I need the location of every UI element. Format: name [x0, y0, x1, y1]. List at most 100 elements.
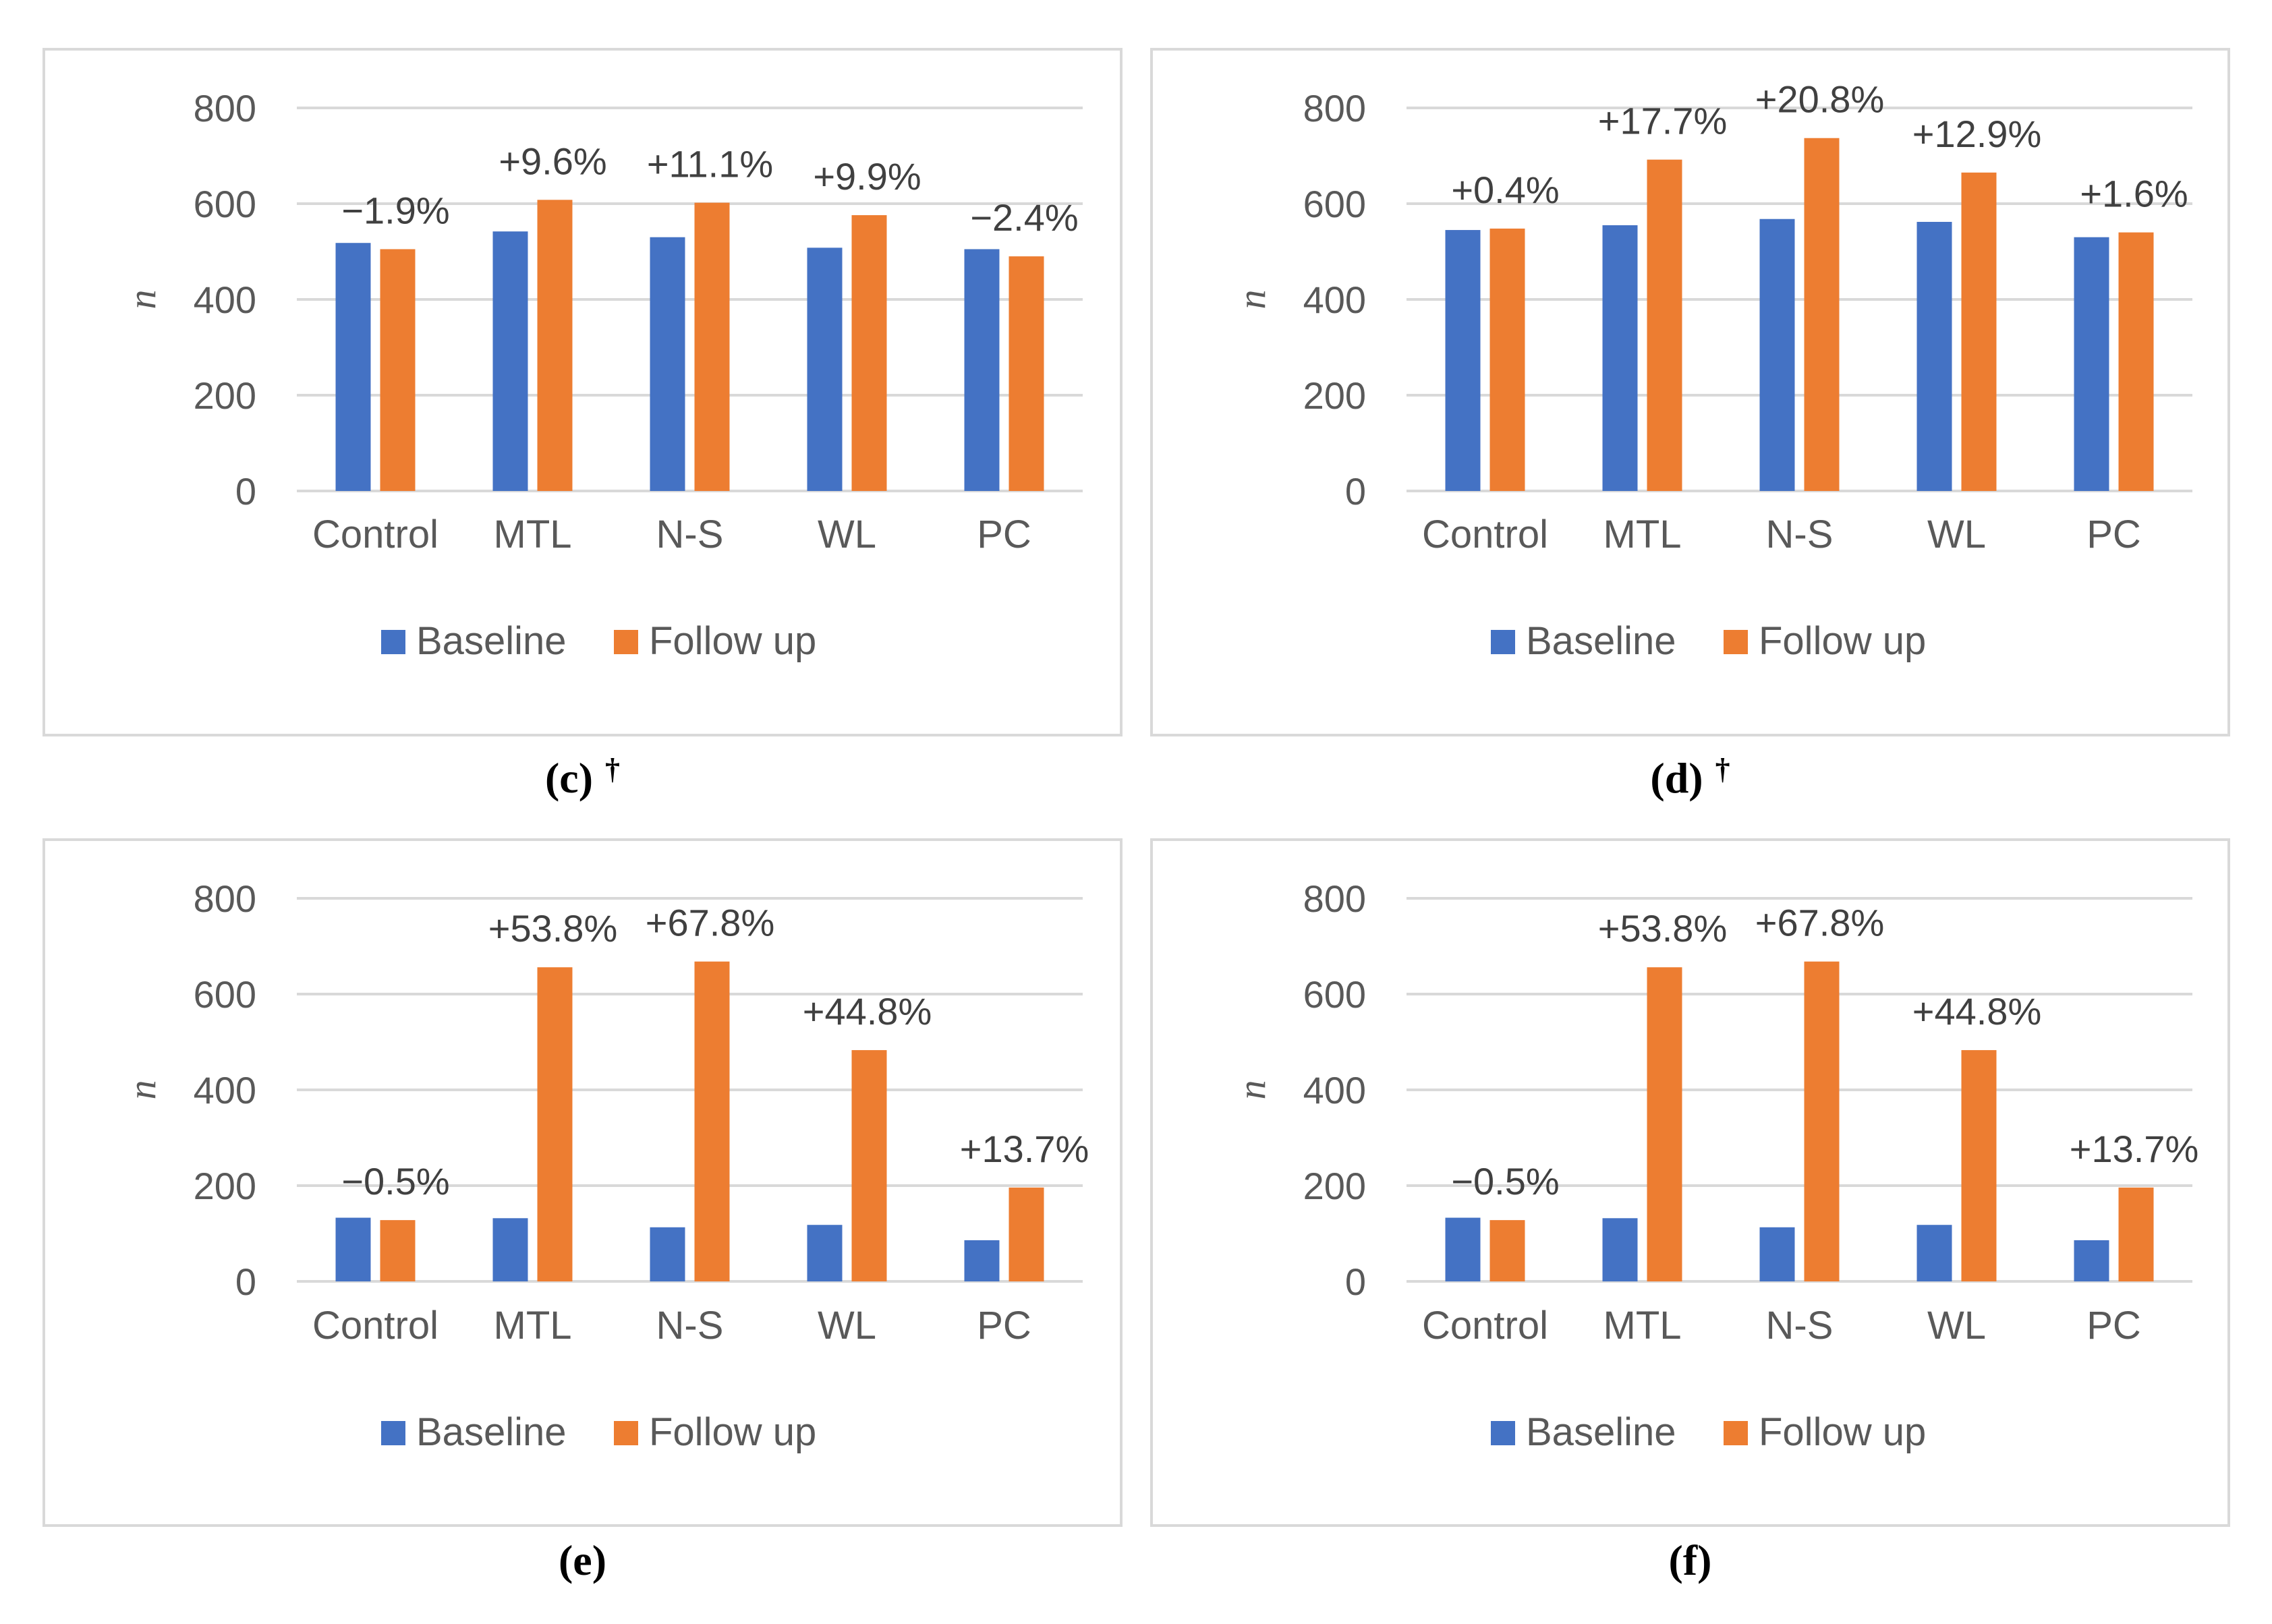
- y-tick-label: 600: [194, 973, 256, 1016]
- panel-caption-label: (e): [559, 1536, 606, 1584]
- panel-caption-label: (d): [1650, 754, 1703, 802]
- bar-followup-mtl: [1647, 159, 1682, 491]
- bar-baseline-mtl: [1602, 225, 1638, 491]
- legend-label: Follow up: [649, 619, 816, 663]
- data-label-percent: +1.6%: [2080, 173, 2188, 215]
- data-label-percent: +44.8%: [1912, 990, 2042, 1033]
- data-label-percent: −0.5%: [341, 1160, 449, 1202]
- y-tick-label: 200: [1303, 1165, 1366, 1207]
- bar-followup-pc: [2118, 232, 2154, 491]
- legend-swatch-baseline: [1491, 630, 1515, 654]
- bar-followup-mtl: [1647, 967, 1682, 1281]
- y-tick-label: 200: [1303, 374, 1366, 417]
- legend-swatch-followup: [1724, 630, 1748, 654]
- bar-baseline-mtl: [492, 1218, 528, 1281]
- data-label-percent: +13.7%: [960, 1128, 1089, 1170]
- y-tick-label: 0: [1345, 470, 1366, 513]
- bar-followup-control: [1489, 228, 1525, 491]
- y-tick-label: 0: [235, 1260, 256, 1303]
- data-label-percent: +67.8%: [1755, 902, 1885, 944]
- bar-baseline-control: [1445, 230, 1481, 491]
- y-tick-label: 800: [194, 87, 256, 129]
- y-axis-label: n: [1230, 1080, 1274, 1100]
- bar-baseline-wl: [1916, 1225, 1952, 1281]
- y-axis-label: n: [120, 1080, 164, 1100]
- legend-label: Follow up: [649, 1410, 816, 1454]
- y-axis-label: n: [1230, 290, 1274, 310]
- legend-label: Follow up: [1759, 1410, 1926, 1454]
- x-category-label: N-S: [1766, 513, 1834, 556]
- bar-baseline-pc: [2074, 1240, 2109, 1281]
- data-label-percent: +0.4%: [1451, 169, 1559, 211]
- x-category-label: N-S: [1766, 1304, 1834, 1347]
- y-tick-label: 0: [1345, 1260, 1366, 1303]
- chart-frame: [1150, 48, 2230, 736]
- data-label-percent: +11.1%: [647, 143, 773, 185]
- chart-frame: [42, 48, 1123, 736]
- bar-baseline-pc: [964, 1240, 1000, 1281]
- panel-caption: (d) †: [1650, 753, 1730, 802]
- legend-swatch-baseline: [381, 1421, 405, 1445]
- bar-baseline-ns: [1759, 1227, 1795, 1281]
- x-category-label: MTL: [494, 1304, 572, 1347]
- bar-followup-control: [1489, 1220, 1525, 1281]
- data-label-percent: +44.8%: [803, 990, 932, 1033]
- data-label-percent: +67.8%: [646, 902, 775, 944]
- x-category-label: Control: [312, 1304, 438, 1347]
- panel-caption: (f): [1669, 1536, 1712, 1584]
- bar-baseline-wl: [807, 248, 843, 491]
- data-label-percent: +9.6%: [499, 140, 606, 182]
- bar-followup-ns: [1804, 138, 1840, 492]
- bar-baseline-wl: [1916, 221, 1952, 491]
- bar-baseline-wl: [807, 1225, 843, 1281]
- y-axis-label: n: [120, 290, 164, 310]
- chart-panel-f: 0 200 400 600 800 n −0.5% Control +53.8% MTL +67.8…: [1150, 838, 2230, 1584]
- legend-label: Baseline: [1526, 619, 1676, 663]
- panel-caption: (c) †: [545, 753, 620, 802]
- bar-followup-mtl: [537, 967, 573, 1281]
- data-label-percent: +12.9%: [1912, 113, 2042, 155]
- y-tick-label: 800: [1303, 87, 1366, 129]
- x-category-label: Control: [1422, 513, 1548, 556]
- data-label-percent: +53.8%: [1598, 907, 1728, 950]
- chart-frame: [42, 838, 1123, 1527]
- y-tick-label: 400: [1303, 279, 1366, 321]
- panel-caption-label: (c): [545, 754, 593, 802]
- panel-caption-label: (f): [1669, 1536, 1712, 1584]
- bar-followup-pc: [1009, 1187, 1044, 1281]
- legend-swatch-followup: [614, 630, 638, 654]
- x-category-label: N-S: [656, 1304, 724, 1347]
- bar-baseline-ns: [1759, 219, 1795, 491]
- bar-followup-mtl: [537, 200, 573, 491]
- bar-baseline-control: [1445, 1217, 1481, 1281]
- data-label-percent: +20.8%: [1755, 78, 1885, 121]
- x-category-label: PC: [2086, 513, 2141, 556]
- legend-swatch-followup: [614, 1421, 638, 1445]
- x-category-label: WL: [1927, 513, 1986, 556]
- data-label-percent: −0.5%: [1451, 1160, 1559, 1202]
- bar-followup-wl: [1961, 1050, 1997, 1281]
- bar-baseline-mtl: [492, 231, 528, 491]
- bar-followup-control: [380, 249, 416, 491]
- bar-baseline-mtl: [1602, 1218, 1638, 1281]
- chart-frame: [1150, 838, 2230, 1527]
- chart-panel-c: 0 200 400 600 800 n −1.9% Control +9.6% MTL +11.1%…: [42, 48, 1123, 802]
- data-label-percent: +13.7%: [2070, 1128, 2199, 1170]
- y-tick-label: 600: [194, 183, 256, 225]
- y-tick-label: 400: [194, 279, 256, 321]
- y-tick-label: 200: [194, 374, 256, 417]
- bar-followup-wl: [851, 215, 887, 491]
- bar-baseline-control: [335, 1217, 371, 1281]
- x-category-label: PC: [2086, 1304, 2141, 1347]
- y-tick-label: 200: [194, 1165, 256, 1207]
- legend-label: Follow up: [1759, 619, 1926, 663]
- x-category-label: PC: [977, 1304, 1031, 1347]
- x-category-label: N-S: [656, 513, 724, 556]
- bar-baseline-pc: [2074, 237, 2109, 491]
- bar-baseline-pc: [964, 249, 1000, 491]
- bar-followup-wl: [851, 1050, 887, 1281]
- x-category-label: MTL: [494, 513, 572, 556]
- bar-baseline-ns: [650, 1227, 685, 1281]
